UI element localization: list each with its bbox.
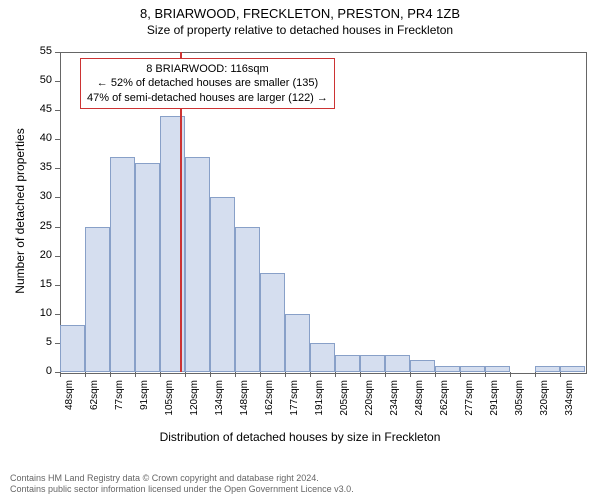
xtick-label: 48sqm bbox=[64, 380, 75, 426]
xtick-mark bbox=[310, 372, 311, 377]
xtick-label: 134sqm bbox=[214, 380, 225, 426]
ytick-mark bbox=[55, 256, 60, 257]
x-axis-label: Distribution of detached houses by size … bbox=[0, 430, 600, 444]
page-subtitle: Size of property relative to detached ho… bbox=[0, 21, 600, 41]
ytick-label: 35 bbox=[28, 161, 52, 173]
ytick-mark bbox=[55, 285, 60, 286]
ytick-mark bbox=[55, 52, 60, 53]
histogram-bar bbox=[535, 366, 560, 372]
annotation-line: ← 52% of detached houses are smaller (13… bbox=[87, 76, 328, 90]
xtick-mark bbox=[360, 372, 361, 377]
annotation-line: 8 BRIARWOOD: 116sqm bbox=[87, 62, 328, 76]
ytick-mark bbox=[55, 197, 60, 198]
ytick-label: 55 bbox=[28, 45, 52, 57]
xtick-mark bbox=[110, 372, 111, 377]
xtick-mark bbox=[485, 372, 486, 377]
xtick-label: 220sqm bbox=[364, 380, 375, 426]
histogram-bar bbox=[85, 227, 110, 372]
xtick-label: 320sqm bbox=[539, 380, 550, 426]
histogram-bar bbox=[210, 197, 235, 372]
xtick-mark bbox=[185, 372, 186, 377]
ytick-label: 10 bbox=[28, 307, 52, 319]
histogram-bar bbox=[110, 157, 135, 372]
histogram-bar bbox=[60, 325, 85, 372]
ytick-mark bbox=[55, 227, 60, 228]
xtick-label: 277sqm bbox=[464, 380, 475, 426]
ytick-label: 40 bbox=[28, 132, 52, 144]
histogram-bar bbox=[285, 314, 310, 372]
ytick-mark bbox=[55, 110, 60, 111]
ytick-label: 25 bbox=[28, 220, 52, 232]
histogram-bar bbox=[260, 273, 285, 372]
xtick-label: 177sqm bbox=[289, 380, 300, 426]
xtick-label: 305sqm bbox=[514, 380, 525, 426]
histogram-bar bbox=[185, 157, 210, 372]
histogram-bar bbox=[460, 366, 485, 372]
xtick-mark bbox=[435, 372, 436, 377]
histogram-bar bbox=[410, 360, 435, 372]
xtick-mark bbox=[385, 372, 386, 377]
xtick-label: 205sqm bbox=[339, 380, 350, 426]
ytick-mark bbox=[55, 81, 60, 82]
ytick-mark bbox=[55, 314, 60, 315]
xtick-label: 120sqm bbox=[189, 380, 200, 426]
annotation-box: 8 BRIARWOOD: 116sqm← 52% of detached hou… bbox=[80, 58, 335, 109]
ytick-label: 50 bbox=[28, 74, 52, 86]
annotation-line: 47% of semi-detached houses are larger (… bbox=[87, 91, 328, 105]
xtick-label: 291sqm bbox=[489, 380, 500, 426]
xtick-label: 105sqm bbox=[164, 380, 175, 426]
xtick-mark bbox=[85, 372, 86, 377]
xtick-label: 191sqm bbox=[314, 380, 325, 426]
credits: Contains HM Land Registry data © Crown c… bbox=[10, 473, 354, 496]
ytick-mark bbox=[55, 139, 60, 140]
credits-line: Contains HM Land Registry data © Crown c… bbox=[10, 473, 354, 485]
xtick-mark bbox=[135, 372, 136, 377]
credits-line: Contains public sector information licen… bbox=[10, 484, 354, 496]
xtick-label: 62sqm bbox=[89, 380, 100, 426]
ytick-label: 30 bbox=[28, 190, 52, 202]
histogram-bar bbox=[435, 366, 460, 372]
histogram-bar bbox=[310, 343, 335, 372]
xtick-label: 248sqm bbox=[414, 380, 425, 426]
xtick-mark bbox=[460, 372, 461, 377]
histogram-bar bbox=[385, 355, 410, 372]
histogram-bar bbox=[485, 366, 510, 372]
xtick-label: 234sqm bbox=[389, 380, 400, 426]
ytick-mark bbox=[55, 168, 60, 169]
ytick-label: 0 bbox=[28, 365, 52, 377]
histogram-bar bbox=[560, 366, 585, 372]
ytick-label: 45 bbox=[28, 103, 52, 115]
xtick-mark bbox=[235, 372, 236, 377]
histogram-bar bbox=[235, 227, 260, 372]
histogram-bar bbox=[335, 355, 360, 372]
xtick-label: 162sqm bbox=[264, 380, 275, 426]
xtick-mark bbox=[60, 372, 61, 377]
xtick-label: 334sqm bbox=[564, 380, 575, 426]
xtick-mark bbox=[535, 372, 536, 377]
xtick-mark bbox=[260, 372, 261, 377]
histogram-bar bbox=[360, 355, 385, 372]
histogram-bar bbox=[135, 163, 160, 372]
ytick-label: 5 bbox=[28, 336, 52, 348]
xtick-mark bbox=[210, 372, 211, 377]
xtick-label: 148sqm bbox=[239, 380, 250, 426]
xtick-mark bbox=[510, 372, 511, 377]
xtick-mark bbox=[410, 372, 411, 377]
xtick-mark bbox=[285, 372, 286, 377]
ytick-label: 15 bbox=[28, 278, 52, 290]
xtick-mark bbox=[160, 372, 161, 377]
xtick-mark bbox=[560, 372, 561, 377]
xtick-label: 77sqm bbox=[114, 380, 125, 426]
page-title: 8, BRIARWOOD, FRECKLETON, PRESTON, PR4 1… bbox=[0, 0, 600, 21]
xtick-label: 262sqm bbox=[439, 380, 450, 426]
y-axis-label: Number of detached properties bbox=[13, 111, 27, 311]
xtick-label: 91sqm bbox=[139, 380, 150, 426]
xtick-mark bbox=[335, 372, 336, 377]
ytick-label: 20 bbox=[28, 249, 52, 261]
